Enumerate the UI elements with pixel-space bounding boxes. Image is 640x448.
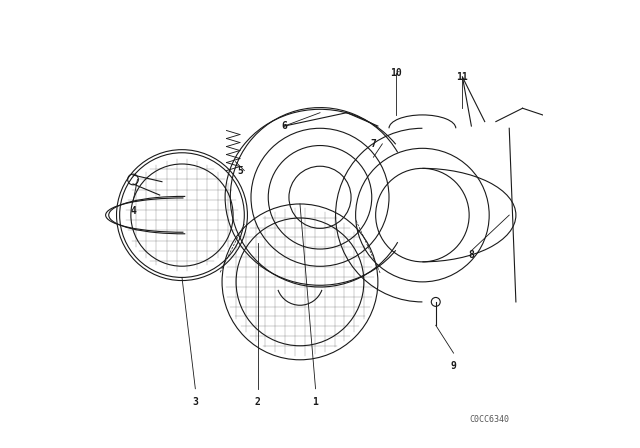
Text: 4: 4 bbox=[130, 206, 136, 215]
Text: 2: 2 bbox=[255, 397, 260, 407]
Text: 9: 9 bbox=[451, 362, 456, 371]
Text: C0CC6340: C0CC6340 bbox=[469, 415, 509, 424]
Text: 5: 5 bbox=[237, 166, 243, 176]
Text: 3: 3 bbox=[193, 397, 198, 407]
Text: 1: 1 bbox=[312, 397, 319, 407]
Text: 7: 7 bbox=[371, 139, 376, 149]
Text: 8: 8 bbox=[468, 250, 474, 260]
Text: 10: 10 bbox=[390, 68, 401, 78]
Text: 6: 6 bbox=[282, 121, 287, 131]
Text: 11: 11 bbox=[456, 72, 468, 82]
